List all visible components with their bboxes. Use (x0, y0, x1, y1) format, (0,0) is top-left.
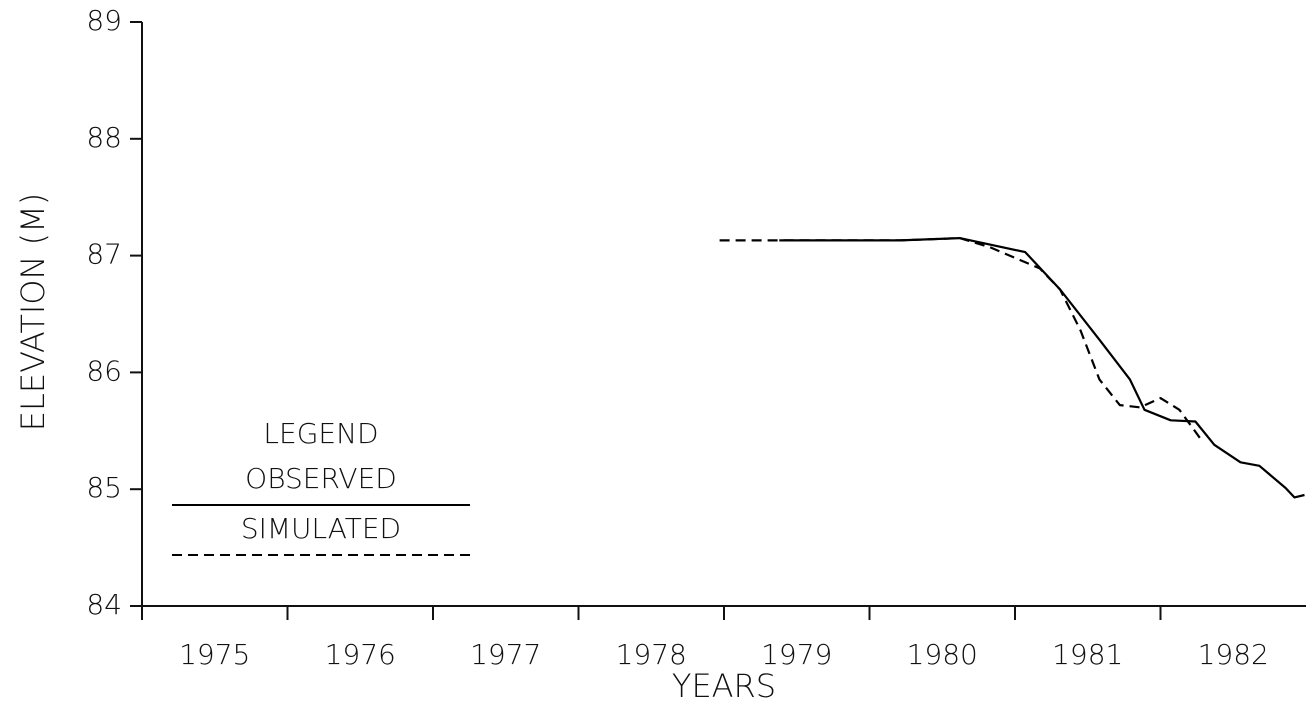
y-tick-label: 88 (86, 121, 122, 154)
x-tick-label: 1981 (1052, 638, 1123, 671)
y-tick-label: 89 (86, 4, 122, 37)
x-tick-label: 1982 (1198, 638, 1269, 671)
legend-label: SIMULATED (241, 512, 401, 545)
x-tick-label: 1980 (907, 638, 978, 671)
data-line (719, 237, 1201, 439)
legend-title: LEGEND (263, 417, 378, 450)
y-tick-label: 84 (86, 588, 122, 621)
y-axis-label: ELEVATION (M) (14, 193, 52, 431)
x-tick-label: 1978 (616, 638, 687, 671)
x-tick-label: 1977 (470, 638, 541, 671)
x-tick-label: 1979 (761, 638, 832, 671)
y-tick-label: 87 (86, 238, 122, 271)
x-tick-label: 1975 (179, 638, 250, 671)
y-tick-label: 85 (86, 471, 122, 504)
y-tick-label: 86 (86, 354, 122, 387)
x-tick-label: 1976 (325, 638, 396, 671)
legend-label: OBSERVED (245, 462, 397, 495)
data-line (779, 237, 1305, 499)
x-axis-label: YEARS (672, 667, 776, 705)
